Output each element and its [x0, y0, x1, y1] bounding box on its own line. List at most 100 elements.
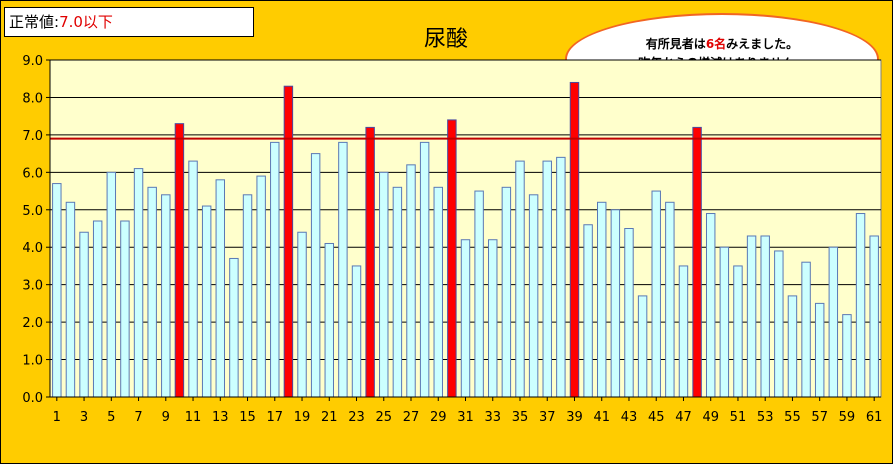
y-tick-label: 6.0 [22, 166, 43, 181]
bar [828, 246, 839, 398]
x-tick-label: 33 [484, 410, 501, 425]
x-tick-label: 61 [866, 410, 883, 425]
bar [174, 123, 185, 398]
bar [106, 171, 117, 398]
bar [310, 153, 321, 398]
x-tick-label: 43 [621, 410, 638, 425]
bar [583, 224, 593, 398]
note-prefix: 有所見者は [645, 37, 706, 51]
x-tick-label: 21 [321, 410, 338, 425]
bar [460, 239, 471, 398]
bar [705, 213, 716, 398]
x-tick-label: 55 [784, 410, 801, 425]
x-tick-label: 9 [162, 410, 170, 425]
bar [733, 265, 743, 398]
bar [814, 302, 825, 398]
bar [419, 141, 430, 398]
bar [283, 85, 294, 398]
x-tick-label: 53 [757, 410, 774, 425]
note-line-1: 有所見者は6名みえました。 [567, 35, 877, 54]
bar [542, 160, 552, 398]
y-tick-label: 5.0 [22, 204, 43, 219]
bar [610, 209, 621, 398]
y-tick-label: 8.0 [22, 91, 43, 106]
y-tick-label: 4.0 [22, 241, 43, 256]
bar [201, 205, 212, 398]
bar [297, 231, 307, 398]
bar [746, 235, 757, 398]
bar [256, 175, 266, 398]
bar [624, 228, 634, 398]
normal-range-box: 正常値:7.0以下 [4, 7, 254, 37]
bar [188, 160, 198, 398]
bar [569, 81, 580, 398]
x-tick-label: 27 [403, 410, 420, 425]
bar [774, 250, 784, 398]
bar [760, 235, 770, 398]
bar [392, 186, 403, 398]
bar [678, 265, 689, 398]
bar [324, 242, 334, 398]
x-tick-label: 23 [348, 410, 365, 425]
bar [801, 261, 811, 398]
bar [692, 126, 702, 398]
bar [229, 257, 239, 398]
bar [242, 194, 253, 398]
x-tick-label: 59 [839, 410, 856, 425]
bar [433, 186, 443, 398]
y-tick-label: 2.0 [22, 316, 43, 331]
bar [147, 186, 157, 398]
y-tick-label: 7.0 [22, 129, 43, 144]
bar [665, 201, 675, 398]
bar [488, 239, 498, 398]
x-tick-label: 51 [730, 410, 747, 425]
x-tick-label: 37 [539, 410, 556, 425]
y-tick-label: 0.0 [22, 391, 43, 406]
bar [501, 186, 512, 398]
x-tick-label: 15 [239, 410, 256, 425]
x-tick-label: 31 [457, 410, 474, 425]
x-tick-label: 1 [53, 410, 61, 425]
bar [52, 183, 62, 398]
x-tick-label: 3 [80, 410, 88, 425]
bar [556, 156, 566, 398]
x-tick-label: 47 [675, 410, 692, 425]
x-tick-label: 17 [267, 410, 284, 425]
bar [379, 171, 389, 398]
x-tick-label: 7 [134, 410, 142, 425]
bar [528, 194, 539, 398]
bar [855, 213, 866, 398]
bar [120, 220, 130, 398]
y-tick-label: 1.0 [22, 354, 43, 369]
bar [515, 160, 525, 398]
bar [842, 314, 852, 398]
normal-range-label: 正常値: [9, 13, 60, 31]
bar [406, 164, 416, 398]
bar [338, 141, 348, 398]
bar [597, 201, 607, 398]
bar [351, 265, 362, 398]
x-tick-label: 25 [375, 410, 392, 425]
x-tick-label: 5 [107, 410, 115, 425]
bar [719, 246, 730, 398]
x-tick-label: 35 [512, 410, 529, 425]
bar [65, 201, 76, 398]
bar [365, 126, 375, 398]
x-tick-label: 57 [811, 410, 828, 425]
bar [787, 295, 798, 398]
chart-title: 尿酸 [423, 27, 468, 52]
bar [869, 235, 879, 398]
bar [79, 231, 89, 398]
bar [215, 179, 226, 398]
note-count: 6名 [705, 37, 727, 51]
y-tick-label: 9.0 [22, 54, 43, 69]
x-tick-label: 45 [648, 410, 665, 425]
x-tick-label: 11 [185, 410, 202, 425]
x-tick-label: 29 [430, 410, 447, 425]
bar [92, 220, 103, 398]
x-tick-label: 49 [702, 410, 719, 425]
x-tick-label: 19 [294, 410, 311, 425]
bar [637, 295, 648, 398]
